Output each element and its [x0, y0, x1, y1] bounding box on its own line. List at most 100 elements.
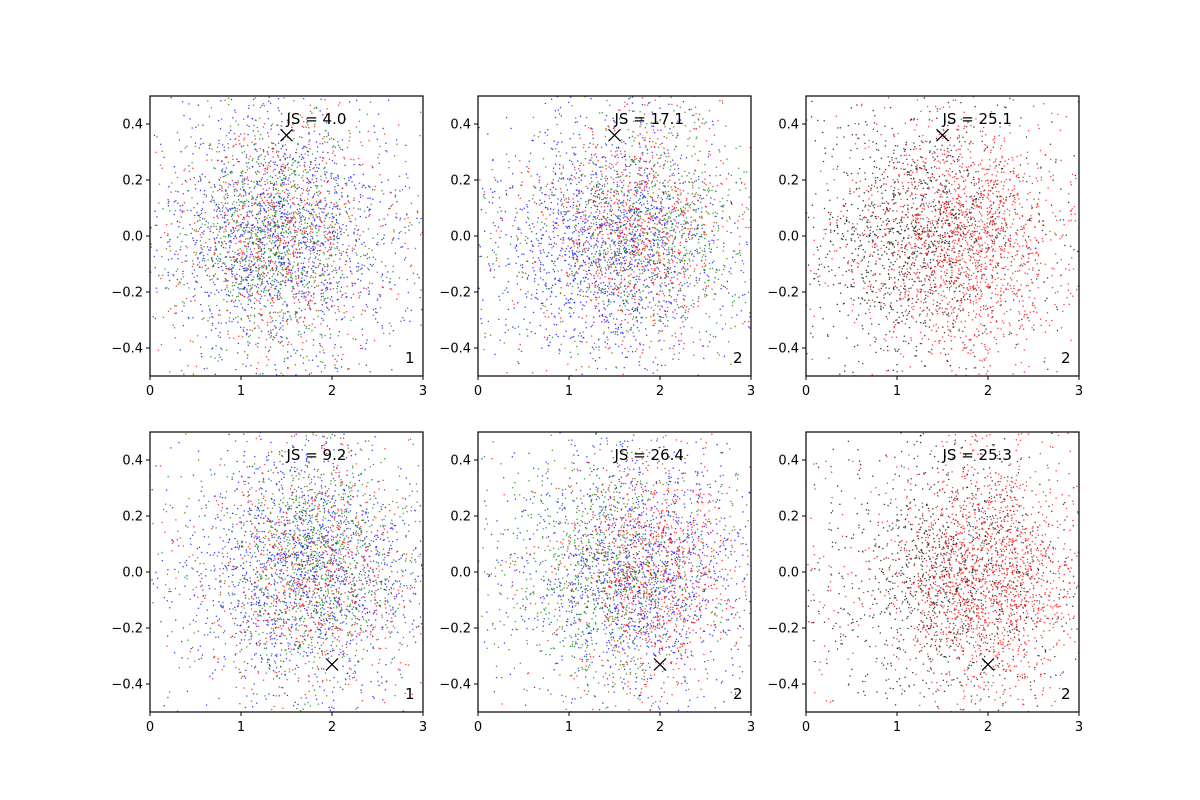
- data-point: [279, 207, 281, 210]
- data-point: [262, 102, 265, 105]
- data-point: [300, 153, 303, 156]
- data-point: [668, 103, 670, 106]
- data-point: [404, 242, 406, 245]
- data-point: [238, 288, 240, 290]
- data-point: [274, 144, 277, 146]
- data-point: [330, 306, 333, 308]
- data-point: [388, 207, 390, 210]
- data-point: [358, 295, 361, 297]
- data-point: [227, 173, 229, 176]
- data-point: [285, 199, 287, 201]
- data-point: [606, 178, 609, 180]
- data-point: [719, 308, 721, 311]
- data-point: [282, 274, 285, 276]
- data-point: [669, 128, 671, 130]
- data-point: [736, 314, 738, 316]
- data-point: [243, 295, 246, 298]
- data-point: [224, 288, 227, 291]
- data-point: [583, 226, 586, 228]
- data-point: [290, 232, 292, 234]
- data-point: [272, 239, 274, 242]
- data-point: [204, 291, 206, 293]
- data-point: [603, 318, 606, 321]
- data-point: [246, 267, 249, 270]
- data-point: [571, 250, 574, 252]
- data-point: [285, 231, 288, 233]
- data-point: [310, 204, 312, 207]
- data-point: [256, 346, 259, 348]
- data-point: [684, 270, 687, 272]
- data-point: [284, 164, 287, 167]
- data-point: [249, 155, 252, 158]
- data-point: [208, 275, 211, 278]
- data-point: [327, 134, 330, 137]
- data-point: [306, 275, 308, 277]
- data-point: [357, 262, 359, 264]
- data-point: [381, 327, 384, 329]
- data-point: [320, 208, 322, 210]
- data-point: [197, 104, 200, 106]
- data-point: [371, 249, 373, 251]
- data-point: [494, 190, 496, 193]
- data-point: [195, 126, 197, 128]
- data-point: [333, 178, 336, 180]
- data-point: [494, 353, 496, 356]
- data-point: [251, 141, 253, 144]
- data-point: [406, 307, 409, 309]
- data-point: [623, 140, 625, 143]
- data-point: [549, 214, 551, 216]
- data-point: [494, 179, 497, 181]
- data-point: [580, 179, 583, 181]
- data-point: [295, 278, 297, 280]
- data-point: [196, 239, 198, 242]
- data-point: [224, 263, 226, 265]
- data-point: [534, 274, 537, 276]
- data-point: [683, 209, 685, 212]
- data-point: [301, 290, 303, 292]
- data-point: [261, 318, 263, 321]
- data-point: [282, 242, 285, 244]
- data-point: [276, 225, 279, 228]
- data-point: [646, 167, 649, 170]
- data-point: [257, 251, 260, 253]
- data-point: [301, 348, 303, 351]
- data-point: [334, 343, 336, 346]
- data-point: [640, 322, 642, 324]
- data-point: [194, 183, 196, 186]
- data-point: [243, 216, 245, 218]
- data-point: [312, 208, 315, 210]
- data-point: [656, 242, 659, 245]
- data-point: [305, 202, 308, 205]
- data-point: [330, 242, 332, 244]
- data-point: [261, 230, 263, 233]
- data-point: [324, 265, 326, 268]
- data-point: [355, 224, 357, 227]
- data-point: [187, 190, 190, 192]
- data-point: [242, 287, 244, 290]
- data-point: [323, 211, 325, 214]
- data-point: [365, 216, 367, 219]
- data-point: [298, 135, 301, 138]
- data-point: [305, 248, 307, 250]
- data-point: [315, 180, 318, 183]
- data-point: [537, 298, 539, 301]
- data-point: [576, 212, 579, 214]
- data-point: [608, 293, 611, 295]
- data-point: [245, 269, 247, 271]
- data-point: [325, 237, 328, 239]
- data-point: [697, 300, 699, 303]
- data-point: [356, 229, 358, 232]
- data-point: [634, 259, 636, 262]
- subplot-1: 0 1 2 3−0.4−0.20.00.20.4 JS = 4.01: [111, 95, 427, 399]
- data-point: [344, 164, 346, 166]
- data-point: [186, 260, 188, 262]
- data-point: [197, 264, 199, 266]
- data-point: [569, 282, 572, 285]
- data-point: [277, 257, 280, 260]
- data-point: [329, 337, 332, 339]
- data-point: [700, 211, 703, 213]
- data-point: [169, 250, 172, 252]
- data-point: [574, 253, 577, 256]
- data-point: [302, 233, 304, 236]
- data-point: [383, 218, 385, 220]
